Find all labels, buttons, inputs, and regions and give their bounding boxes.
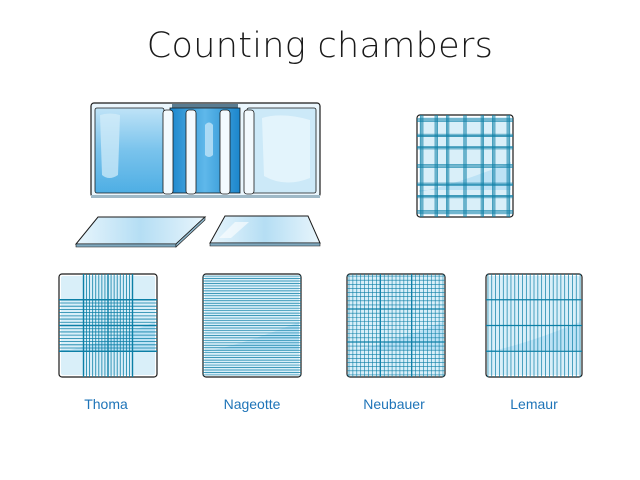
chamber-grid-nageotte — [202, 273, 302, 378]
hemocytometer-slide — [90, 102, 321, 198]
chamber-grid-lemaur — [485, 273, 583, 378]
chamber-grid-thoma — [58, 273, 158, 378]
chamber-label-neubauer: Neubauer — [363, 396, 425, 412]
chamber-grid-overview — [416, 114, 514, 218]
cover-slips — [74, 215, 321, 248]
chamber-label-thoma: Thoma — [84, 396, 128, 412]
chamber-label-lemaur: Lemaur — [510, 396, 558, 412]
page-title: Counting chambers — [146, 26, 494, 66]
chamber-label-nageotte: Nageotte — [223, 396, 281, 412]
chamber-grid-neubauer — [346, 273, 446, 378]
